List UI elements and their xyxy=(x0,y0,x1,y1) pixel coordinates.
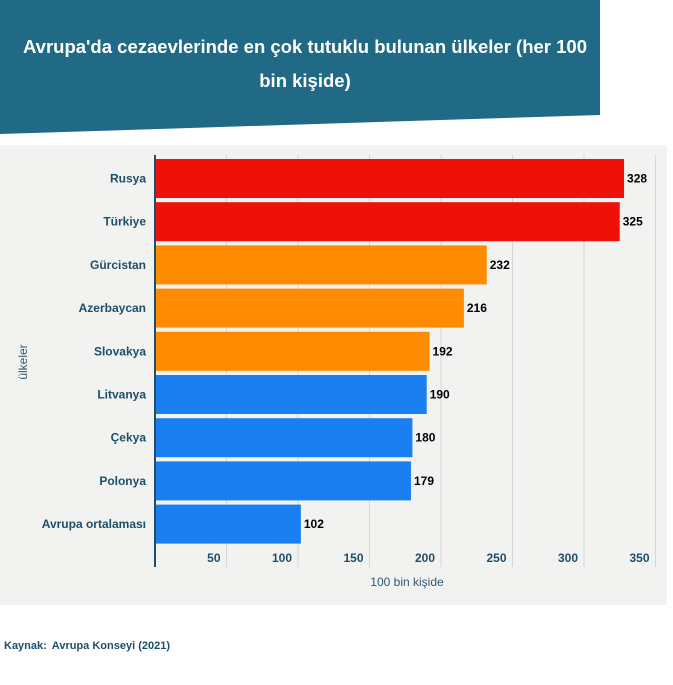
category-label: Polonya xyxy=(99,474,146,488)
bars xyxy=(156,159,625,544)
x-tick-label: 200 xyxy=(415,551,435,565)
category-label: Çekya xyxy=(111,431,147,445)
y-axis-title: ülkeler xyxy=(16,344,30,379)
category-label: Litvanya xyxy=(97,388,146,402)
data-label: 232 xyxy=(490,258,510,272)
category-label: Türkiye xyxy=(103,215,146,229)
data-label: 102 xyxy=(304,517,324,531)
source-text: Avrupa Konseyi (2021) xyxy=(51,640,170,652)
category-label: Avrupa ortalaması xyxy=(42,517,146,531)
title-banner xyxy=(0,0,600,134)
bar xyxy=(156,504,301,544)
bar xyxy=(156,375,427,414)
data-label: 180 xyxy=(415,431,435,445)
x-tick-label: 250 xyxy=(486,551,506,565)
x-tick-label: 300 xyxy=(558,551,578,565)
x-axis-title: 100 bin kişide xyxy=(370,575,444,589)
category-label: Rusya xyxy=(110,172,146,186)
source-label: Kaynak: xyxy=(4,640,47,652)
data-label: 190 xyxy=(430,388,450,402)
bar xyxy=(156,331,430,371)
x-tick-label: 150 xyxy=(343,551,363,565)
x-tick-label: 50 xyxy=(207,551,221,565)
x-tick-labels: 50 100 150 200 250 300 350 xyxy=(207,551,650,565)
bar xyxy=(156,202,620,242)
category-label: Slovakya xyxy=(94,344,146,358)
bar xyxy=(156,159,625,198)
data-label: 179 xyxy=(414,474,434,488)
data-label: 216 xyxy=(467,301,487,315)
bar xyxy=(156,461,411,501)
category-label: Azerbaycan xyxy=(79,301,146,315)
data-label: 325 xyxy=(623,215,643,229)
bar xyxy=(156,288,464,328)
bar xyxy=(156,418,413,458)
value-labels: 328 325 232 216 192 190 180 179 102 xyxy=(304,172,648,532)
data-label: 328 xyxy=(627,172,647,186)
data-label: 192 xyxy=(433,344,453,358)
chart-title: Avrupa'da cezaevlerinde en çok tutuklu b… xyxy=(22,36,588,91)
category-labels: Rusya Türkiye Gürcistan Azerbaycan Slovakya L… xyxy=(42,172,147,532)
bar xyxy=(156,245,487,285)
x-tick-label: 100 xyxy=(272,551,292,565)
category-label: Gürcistan xyxy=(90,258,146,272)
x-tick-label: 350 xyxy=(629,551,649,565)
title-banner-shape xyxy=(0,0,600,134)
source-note: Kaynak: Avrupa Konseyi (2021) xyxy=(4,640,170,652)
